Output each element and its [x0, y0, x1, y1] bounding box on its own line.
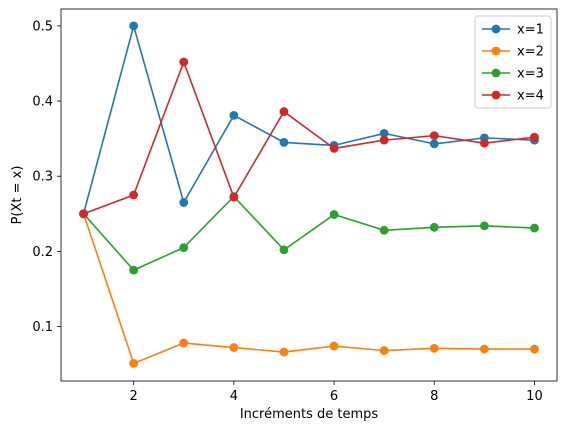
- legend-box: [474, 15, 552, 109]
- x-axis-ticks: 2 4 6 8 10: [130, 381, 543, 404]
- x-tick-label: 10: [526, 389, 543, 404]
- x-tick-label: 2: [130, 389, 138, 404]
- data-point: [129, 21, 139, 31]
- data-point: [429, 343, 439, 353]
- data-point: [279, 137, 289, 147]
- legend-point-marker: [491, 46, 501, 56]
- y-tick-label: 0.2: [32, 245, 53, 260]
- series-line: [83, 61, 535, 215]
- y-tick-label: 0.4: [32, 95, 53, 110]
- legend-label: x=1: [517, 23, 544, 38]
- data-point: [379, 225, 389, 235]
- series-layer: [79, 21, 539, 368]
- data-point: [179, 338, 189, 348]
- data-point: [129, 265, 139, 275]
- x-tick-label: 8: [430, 389, 438, 404]
- y-tick-label: 0.3: [32, 170, 53, 185]
- data-point: [329, 144, 339, 153]
- data-point: [479, 221, 489, 231]
- legend-label: x=4: [517, 89, 544, 104]
- data-point: [429, 139, 439, 149]
- data-point: [79, 209, 88, 219]
- plot-area: [61, 9, 557, 381]
- legend: x=1 x=2 x=3 x=4: [474, 15, 552, 109]
- x-axis-label: Incréments de temps: [240, 407, 379, 422]
- y-tick-label: 0.1: [32, 320, 53, 335]
- legend-label: x=2: [517, 45, 544, 60]
- data-point: [279, 347, 289, 357]
- legend-point-marker: [491, 24, 501, 34]
- data-point: [530, 344, 539, 354]
- data-point: [229, 343, 239, 352]
- data-point: [479, 138, 489, 148]
- data-point: [479, 344, 489, 354]
- data-point: [129, 358, 139, 368]
- data-point: [379, 346, 389, 355]
- data-point: [129, 190, 139, 200]
- data-point: [229, 110, 239, 120]
- legend-point-marker: [491, 90, 501, 100]
- series-line: [82, 195, 535, 271]
- data-point: [530, 223, 539, 233]
- data-point: [329, 341, 339, 351]
- plot-frame: [60, 8, 558, 382]
- data-point: [429, 131, 439, 141]
- data-point: [429, 222, 439, 232]
- y-tick-label: 0.5: [32, 19, 53, 34]
- series-line: [82, 25, 535, 214]
- data-point: [179, 57, 189, 67]
- y-axis-ticks: 0.1 0.2 0.3 0.4 0.5: [32, 19, 61, 335]
- data-point: [379, 135, 389, 145]
- y-axis-label: P(Xt = x): [10, 166, 25, 225]
- legend-point-marker: [491, 68, 501, 78]
- data-point: [279, 245, 289, 255]
- x-tick-label: 4: [230, 389, 238, 404]
- series-line: [82, 213, 535, 365]
- data-point: [379, 128, 389, 138]
- data-point: [329, 210, 339, 219]
- data-point: [530, 132, 539, 142]
- legend-label: x=3: [517, 67, 544, 82]
- data-point: [179, 198, 189, 207]
- data-point: [279, 107, 289, 116]
- x-tick-label: 6: [330, 389, 338, 404]
- data-point: [179, 243, 189, 253]
- data-point: [229, 192, 239, 202]
